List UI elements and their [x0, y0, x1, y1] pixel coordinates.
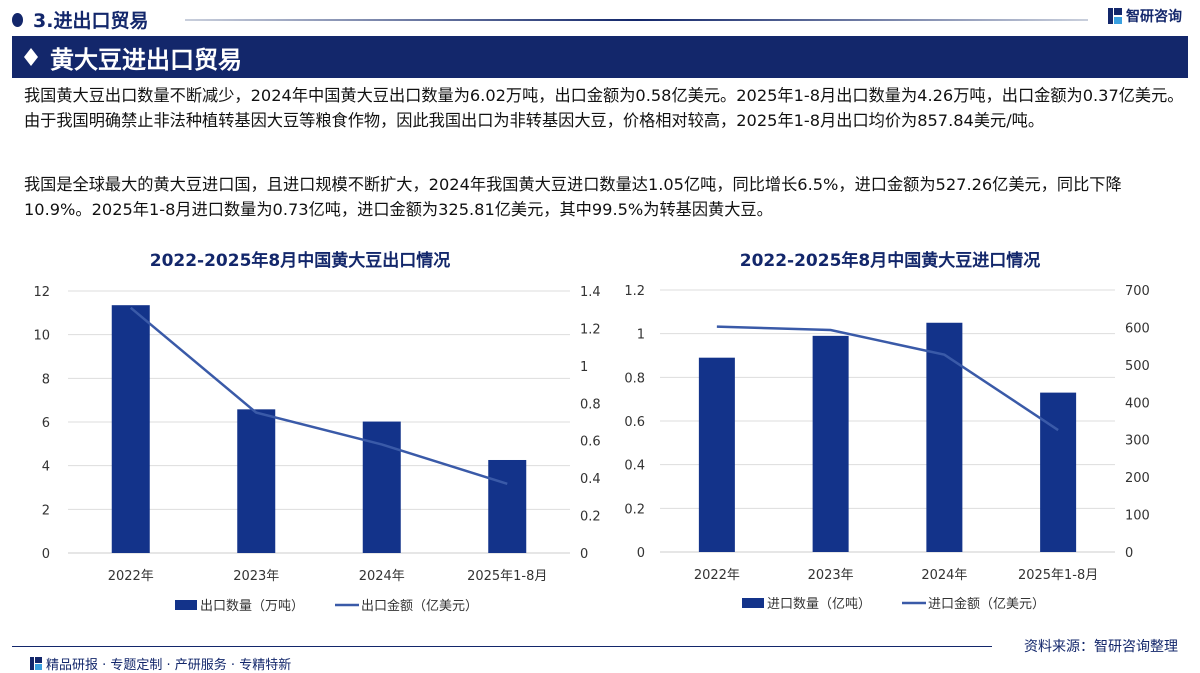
y-tick-right: 1.2 [580, 322, 601, 337]
y-tick-right: 0.4 [580, 472, 601, 487]
page-title: 黄大豆进出口贸易 [50, 45, 242, 74]
y-tick-left: 0.2 [624, 502, 645, 517]
section-title: 3.进出口贸易 [33, 10, 149, 32]
footer-divider [12, 646, 992, 647]
brand-logo: 智研咨询 [1108, 6, 1182, 26]
section-heading: 3.进出口贸易 [12, 6, 148, 33]
bar [111, 305, 150, 553]
bar [812, 335, 849, 552]
x-tick: 2023年 [233, 569, 279, 584]
y-tick-right: 0.2 [580, 510, 601, 525]
y-tick-right: 0 [1125, 546, 1133, 561]
y-tick-left: 4 [42, 460, 50, 475]
legend-bar-swatch [175, 600, 197, 610]
x-tick: 2023年 [808, 568, 854, 583]
y-tick-right: 300 [1125, 434, 1150, 449]
chart-title-import: 2022-2025年8月中国黄大豆进口情况 [739, 251, 1041, 271]
bar [926, 322, 963, 552]
legend-bar-label: 进口数量（亿吨） [767, 597, 871, 612]
y-tick-right: 0.6 [580, 435, 601, 450]
footer-slogan: 精品研报 · 专题定制 · 产研服务 · 专精特新 [30, 654, 291, 673]
y-tick-right: 1.4 [580, 285, 601, 300]
bar [1040, 392, 1077, 552]
y-tick-left: 8 [42, 372, 50, 387]
series-line [129, 306, 508, 485]
y-tick-right: 400 [1125, 396, 1150, 411]
y-tick-left: 1 [637, 328, 645, 343]
x-tick: 2024年 [359, 569, 405, 584]
y-tick-right: 0 [580, 547, 588, 562]
y-tick-left: 1.2 [624, 284, 645, 299]
y-tick-left: 0.4 [624, 459, 645, 474]
y-tick-left: 0 [637, 546, 645, 561]
x-tick: 2022年 [108, 569, 154, 584]
page-banner: 黄大豆进出口贸易 [12, 36, 1188, 78]
y-tick-right: 700 [1125, 284, 1150, 299]
divider [185, 19, 1088, 21]
x-tick: 2025年1-8月 [1018, 568, 1098, 583]
legend-bar-swatch [742, 598, 764, 608]
bar [698, 357, 735, 552]
bar [488, 459, 527, 553]
brand-name: 智研咨询 [1126, 9, 1182, 25]
bar [237, 409, 276, 553]
slogan-text: 精品研报 · 专题定制 · 产研服务 · 专精特新 [46, 658, 292, 673]
paragraph-import: 我国是全球最大的黄大豆进口国，且进口规模不断扩大，2024年我国黄大豆进口数量达… [24, 175, 1122, 219]
bullet-icon [12, 12, 23, 27]
y-tick-left: 6 [42, 416, 50, 431]
y-tick-left: 0.8 [624, 371, 645, 386]
legend-bar-label: 出口数量（万吨） [200, 599, 304, 614]
y-tick-right: 100 [1125, 509, 1150, 524]
y-tick-right: 0.8 [580, 397, 601, 412]
y-tick-right: 200 [1125, 471, 1150, 486]
legend-line-label: 出口金额（亿美元） [361, 598, 478, 614]
chart-title-export: 2022-2025年8月中国黄大豆出口情况 [149, 251, 451, 271]
y-tick-right: 600 [1125, 321, 1150, 336]
x-tick: 2025年1-8月 [467, 569, 547, 584]
y-tick-left: 0 [42, 547, 50, 562]
y-tick-left: 12 [33, 285, 50, 300]
diamond-icon [24, 48, 38, 66]
y-tick-left: 0.6 [624, 415, 645, 430]
y-tick-right: 500 [1125, 359, 1150, 374]
y-tick-left: 10 [33, 329, 50, 344]
logo-icon [30, 657, 42, 670]
source-note: 资料来源：智研咨询整理 [1024, 639, 1178, 655]
logo-icon [1108, 8, 1122, 24]
x-tick: 2022年 [694, 568, 740, 583]
x-tick: 2024年 [921, 568, 967, 583]
y-tick-left: 2 [42, 503, 50, 518]
series-line [716, 325, 1059, 432]
y-tick-right: 1 [580, 360, 588, 375]
legend-line-label: 进口金额（亿美元） [928, 596, 1045, 612]
paragraph-export: 我国黄大豆出口数量不断减少，2024年中国黄大豆出口数量为6.02万吨，出口金额… [24, 86, 1184, 130]
